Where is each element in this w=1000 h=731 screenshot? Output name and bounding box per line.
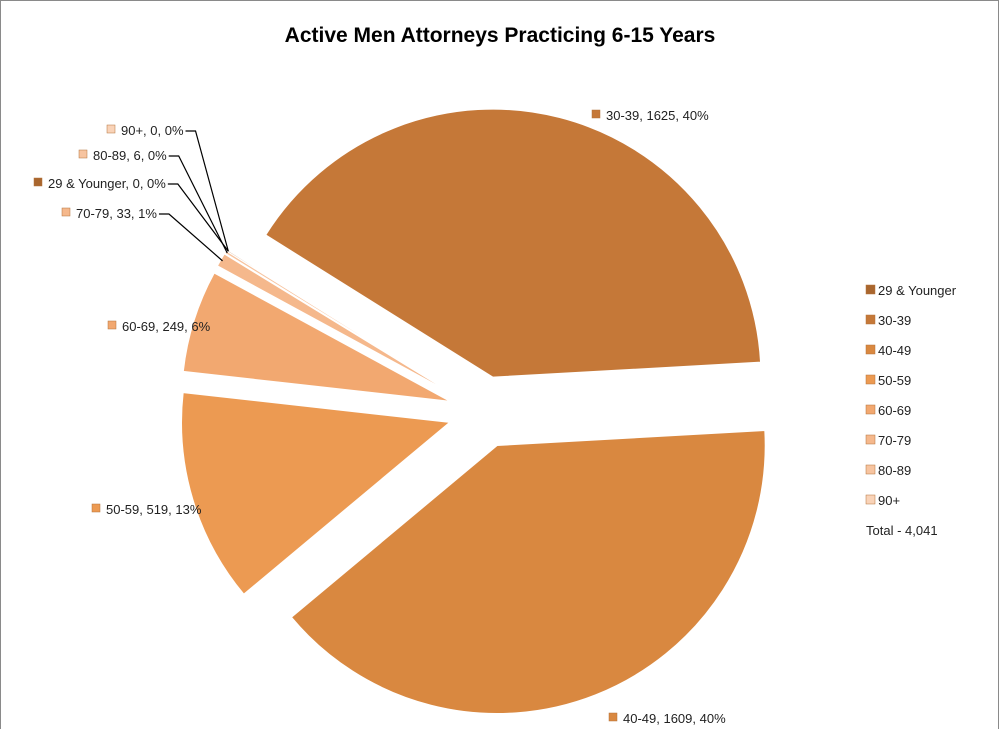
legend-swatch-90 (865, 494, 876, 505)
leader-line-80-89 (168, 155, 228, 254)
data-label-swatch-60-69 (107, 320, 117, 330)
pie-slice-50-59 (181, 392, 451, 595)
legend-swatch-30-39 (865, 314, 876, 325)
pie-slices (181, 108, 766, 714)
legend-swatch-29-and-younger (865, 284, 876, 295)
legend: 29 & Younger 30-39 40-49 50-59 60-69 70-79 80-… (865, 283, 957, 538)
chart-title: Active Men Attorneys Practicing 6-15 Yea… (284, 24, 716, 47)
legend-label-90: 90+ (878, 493, 900, 508)
data-label-swatch-80-89 (78, 149, 88, 159)
legend-swatch-80-89 (865, 464, 876, 475)
legend-label-60-69: 60-69 (878, 403, 911, 418)
data-label-50-59: 50-59, 519, 13% (106, 502, 202, 517)
data-label-swatch-50-59 (91, 503, 101, 513)
data-label-40-49: 40-49, 1609, 40% (623, 711, 726, 726)
legend-label-29-and-younger: 29 & Younger (878, 283, 957, 298)
leader-line-90 (185, 130, 229, 252)
legend-swatch-70-79 (865, 434, 876, 445)
data-label-swatch-70-79 (61, 207, 71, 217)
legend-swatch-60-69 (865, 404, 876, 415)
legend-total: Total - 4,041 (866, 523, 938, 538)
data-label-swatch-40-49 (608, 712, 618, 722)
data-label-29-and-younger: 29 & Younger, 0, 0% (48, 176, 166, 191)
legend-swatch-40-49 (865, 344, 876, 355)
pie-slice-40-49 (290, 430, 766, 714)
leader-line-70-79 (158, 213, 223, 262)
data-label-swatch-29-and-younger (33, 177, 43, 187)
legend-label-80-89: 80-89 (878, 463, 911, 478)
legend-label-40-49: 40-49 (878, 343, 911, 358)
legend-swatch-50-59 (865, 374, 876, 385)
data-label-90: 90+, 0, 0% (121, 123, 184, 138)
leader-lines (158, 130, 229, 262)
data-label-60-69: 60-69, 249, 6% (122, 319, 211, 334)
legend-label-70-79: 70-79 (878, 433, 911, 448)
legend-label-50-59: 50-59 (878, 373, 911, 388)
legend-label-30-39: 30-39 (878, 313, 911, 328)
pie-slice-60-69 (182, 272, 450, 402)
data-labels: 29 & Younger, 0, 0% 30-39, 1625, 40% 40-49… (33, 108, 726, 726)
data-label-swatch-30-39 (591, 109, 601, 119)
data-label-30-39: 30-39, 1625, 40% (606, 108, 709, 123)
data-label-70-79: 70-79, 33, 1% (76, 206, 157, 221)
pie-slice-30-39 (265, 108, 762, 378)
leader-line-29-and-younger (167, 183, 229, 252)
data-label-swatch-90 (106, 124, 116, 134)
data-label-80-89: 80-89, 6, 0% (93, 148, 167, 163)
